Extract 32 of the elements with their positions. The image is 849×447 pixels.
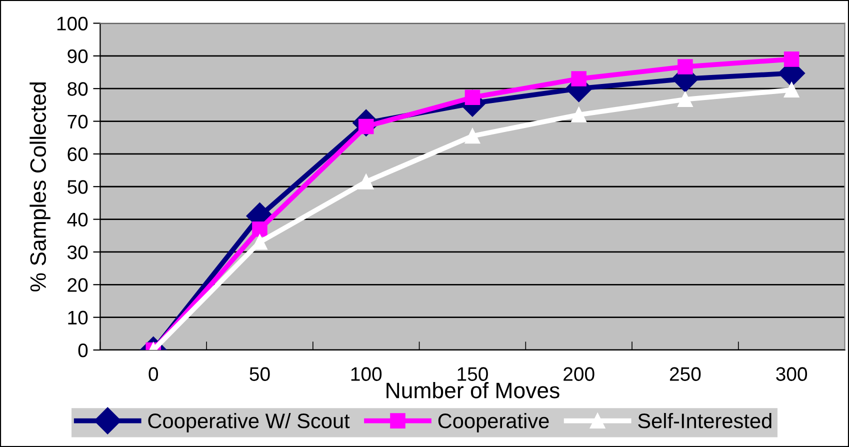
legend-label: Cooperative <box>438 412 549 432</box>
y-axis-title: % Samples Collected <box>30 82 50 292</box>
y-tick-label: 90 <box>68 49 88 64</box>
x-tick-label: 50 <box>250 367 270 381</box>
x-tick-label: 0 <box>148 367 158 381</box>
point <box>678 92 693 108</box>
x-tick-label: 200 <box>564 367 594 381</box>
y-tick-label: 60 <box>68 147 88 162</box>
y-tick-label: 50 <box>68 180 88 194</box>
point <box>358 174 374 190</box>
y-tick-label: 70 <box>68 114 88 129</box>
x-tick-label: 100 <box>351 367 382 381</box>
legend-label: Cooperative W/ Scout <box>148 412 350 432</box>
point <box>678 59 693 74</box>
point <box>571 71 586 86</box>
y-tick-label: 0 <box>78 343 88 358</box>
y-tick-label: 30 <box>67 245 88 260</box>
x-axis-title: Number of Moves <box>386 382 560 398</box>
y-tick-label: 100 <box>57 16 88 30</box>
y-tick-label: 20 <box>68 278 88 292</box>
point <box>784 52 800 67</box>
y-tick-label: 40 <box>67 212 88 227</box>
legend-label: Self-Interested <box>638 412 772 428</box>
y-tick-label: 80 <box>68 82 88 96</box>
point <box>464 128 480 144</box>
point <box>784 82 800 98</box>
point <box>252 221 268 237</box>
x-tick-label: 300 <box>776 367 808 381</box>
point <box>571 107 586 122</box>
x-tick-label: 250 <box>670 367 701 381</box>
y-tick-label: 10 <box>68 310 88 325</box>
x-tick-label: 150 <box>458 367 488 381</box>
